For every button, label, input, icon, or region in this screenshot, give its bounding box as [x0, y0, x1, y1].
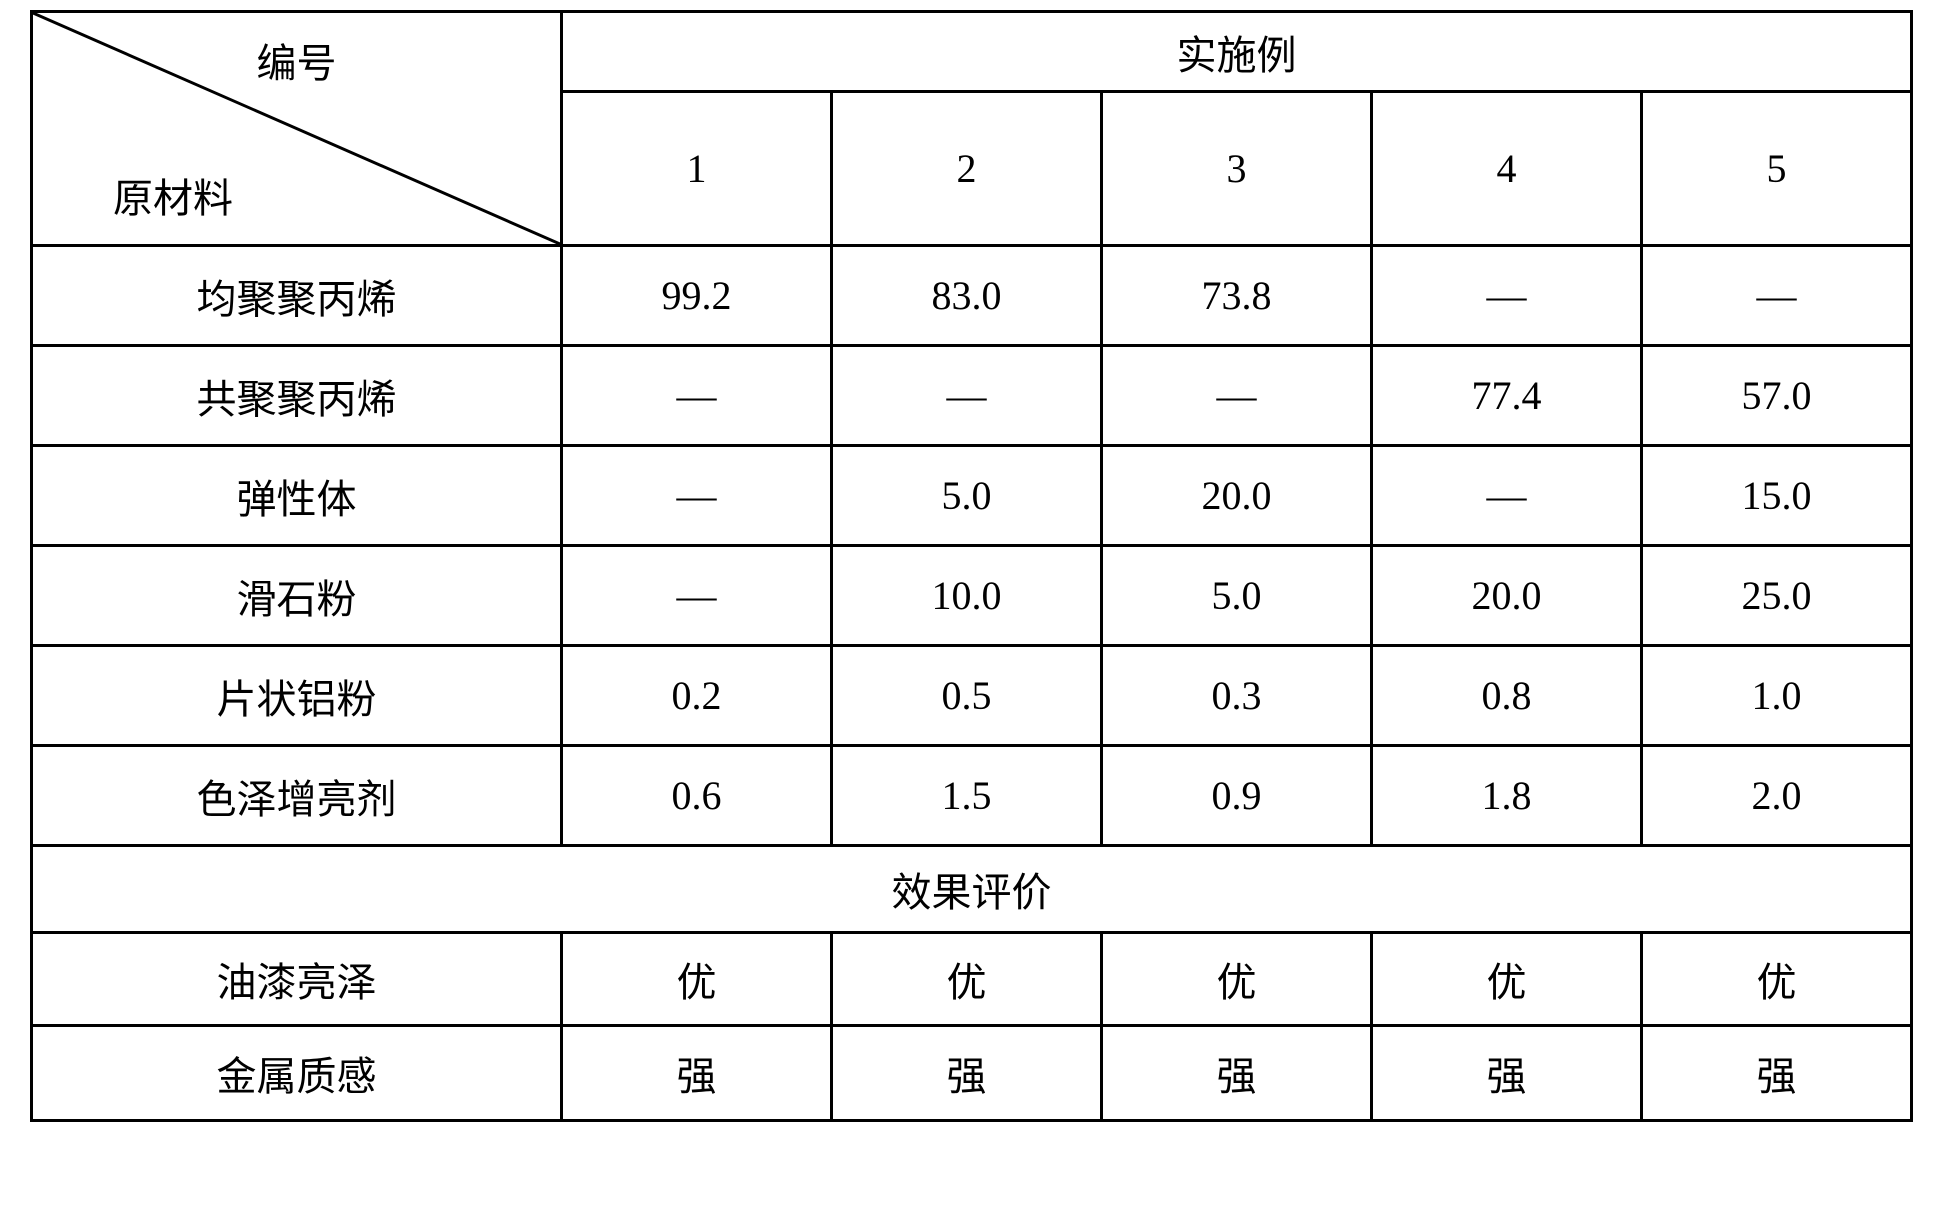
cell: 77.4 [1372, 346, 1642, 446]
diagonal-header-cell: 编号 原材料 [32, 12, 562, 246]
cell: 优 [1372, 933, 1642, 1026]
row-label: 片状铝粉 [32, 646, 562, 746]
col-number: 2 [832, 92, 1102, 246]
row-label: 弹性体 [32, 446, 562, 546]
cell: 0.8 [1372, 646, 1642, 746]
col-number: 3 [1102, 92, 1372, 246]
cell: 0.3 [1102, 646, 1372, 746]
cell: 5.0 [832, 446, 1102, 546]
cell: — [562, 446, 832, 546]
cell: 优 [1642, 933, 1912, 1026]
row-label: 共聚聚丙烯 [32, 346, 562, 446]
row-label: 色泽增亮剂 [32, 746, 562, 846]
cell: — [1102, 346, 1372, 446]
cell: 优 [1102, 933, 1372, 1026]
cell: 83.0 [832, 246, 1102, 346]
cell: — [1372, 246, 1642, 346]
header-top-right-label: 编号 [33, 31, 560, 89]
col-number: 1 [562, 92, 832, 246]
cell: 0.5 [832, 646, 1102, 746]
row-label: 油漆亮泽 [32, 933, 562, 1026]
evaluation-header: 效果评价 [32, 846, 1912, 933]
cell: 强 [1642, 1026, 1912, 1121]
cell: 20.0 [1102, 446, 1372, 546]
cell: 0.2 [562, 646, 832, 746]
cell: 1.5 [832, 746, 1102, 846]
cell: 57.0 [1642, 346, 1912, 446]
cell: 0.6 [562, 746, 832, 846]
cell: — [562, 546, 832, 646]
row-label: 金属质感 [32, 1026, 562, 1121]
cell: 25.0 [1642, 546, 1912, 646]
cell: — [562, 346, 832, 446]
cell: 15.0 [1642, 446, 1912, 546]
cell: 73.8 [1102, 246, 1372, 346]
cell: 1.8 [1372, 746, 1642, 846]
cell: 强 [832, 1026, 1102, 1121]
row-label: 滑石粉 [32, 546, 562, 646]
col-number: 5 [1642, 92, 1912, 246]
cell: 10.0 [832, 546, 1102, 646]
cell: 强 [1102, 1026, 1372, 1121]
header-bottom-left-label: 原材料 [113, 166, 233, 224]
cell: 1.0 [1642, 646, 1912, 746]
cell: 2.0 [1642, 746, 1912, 846]
row-label: 均聚聚丙烯 [32, 246, 562, 346]
cell: 0.9 [1102, 746, 1372, 846]
cell: — [832, 346, 1102, 446]
col-number: 4 [1372, 92, 1642, 246]
cell: 强 [562, 1026, 832, 1121]
header-group-label: 实施例 [562, 12, 1912, 92]
cell: 20.0 [1372, 546, 1642, 646]
cell: 5.0 [1102, 546, 1372, 646]
cell: 优 [562, 933, 832, 1026]
materials-table: 编号 原材料 实施例 1 2 3 4 5 均聚聚丙烯 99.2 83.0 73.… [30, 10, 1913, 1122]
cell: — [1642, 246, 1912, 346]
cell: 强 [1372, 1026, 1642, 1121]
cell: 99.2 [562, 246, 832, 346]
cell: — [1372, 446, 1642, 546]
cell: 优 [832, 933, 1102, 1026]
